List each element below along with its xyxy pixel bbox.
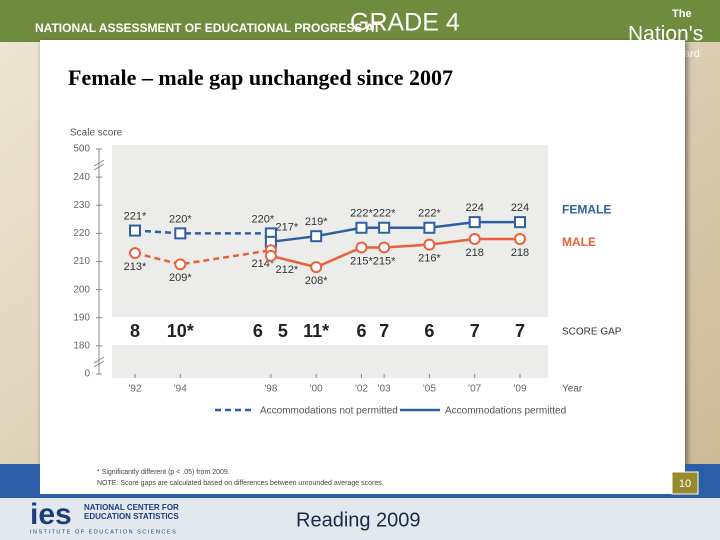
y-tick-label: 220: [73, 228, 90, 239]
gap-value: 11*: [303, 321, 329, 341]
value-label: 224: [511, 202, 529, 214]
value-label: 215*: [350, 255, 373, 267]
value-label: 208*: [305, 275, 328, 287]
y-axis-label: Scale score: [70, 128, 123, 139]
gap-strip: [112, 317, 548, 345]
value-label: 216*: [418, 253, 441, 265]
x-tick-label: '05: [423, 384, 436, 395]
notes-area: [40, 464, 685, 494]
gap-value: 7: [470, 321, 480, 341]
value-label: 218: [466, 247, 484, 259]
x-tick-label: '94: [174, 384, 187, 395]
series-label: MALE: [562, 235, 596, 249]
gap-value: 6: [424, 321, 434, 341]
page-number: 10: [679, 478, 691, 490]
marker: [310, 230, 323, 243]
header-text: NATIONAL ASSESSMENT OF EDUCATIONAL PROGR…: [35, 21, 381, 35]
gap-value: 7: [379, 321, 389, 341]
axis-break: [93, 356, 105, 368]
value-label: 224: [466, 202, 484, 214]
x-tick-label: '02: [355, 384, 368, 395]
note: NOTE: Score gaps are calculated based on…: [97, 480, 384, 487]
header-band: [0, 0, 720, 42]
legend-label: Accommodations permitted: [445, 406, 566, 417]
slide-title: Female – male gap unchanged since 2007: [68, 65, 453, 90]
gap-value: 7: [515, 321, 525, 341]
marker: [514, 233, 526, 245]
marker: [174, 258, 187, 271]
axis-break: [93, 159, 105, 171]
gap-value: 5: [278, 321, 288, 341]
x-tick-label: '07: [468, 384, 481, 395]
x-tick-label: '00: [310, 384, 323, 395]
gap-value: 10*: [167, 321, 194, 341]
footer-lower: [0, 498, 720, 540]
marker: [423, 221, 436, 234]
org-line: EDUCATION STATISTICS: [84, 512, 179, 521]
value-label: 209*: [169, 272, 192, 284]
value-label: 220*: [252, 213, 275, 225]
marker: [129, 224, 141, 237]
legend-label: Accommodations not permitted: [260, 406, 398, 417]
gap-value: 6: [356, 321, 366, 341]
gap-label: SCORE GAP: [562, 327, 622, 338]
marker: [514, 216, 526, 229]
y-tick-label: 240: [73, 172, 90, 183]
org-line: NATIONAL CENTER FOR: [84, 503, 179, 512]
y-tick-label: 210: [73, 256, 90, 267]
x-axis-label: Year: [562, 384, 583, 395]
marker: [264, 249, 277, 262]
y-tick-label: 500: [73, 144, 90, 155]
page-box: [671, 471, 699, 495]
marker: [355, 241, 368, 254]
y-tick-label: 200: [73, 284, 90, 295]
value-label: 218: [511, 247, 529, 259]
y-tick-label: 0: [84, 369, 90, 380]
marker: [468, 233, 481, 245]
value-label: 221*: [124, 210, 147, 222]
series-label: FEMALE: [562, 202, 611, 216]
logo-text: Nation's: [628, 23, 703, 46]
marker: [310, 261, 323, 274]
marker: [129, 247, 141, 260]
marker: [378, 221, 391, 234]
value-label: 215*: [373, 255, 396, 267]
y-tick-label: 180: [73, 341, 90, 352]
value-label: 222*: [418, 208, 441, 220]
value-label: 219*: [305, 216, 328, 228]
marker: [174, 227, 187, 240]
subject: Reading 2009: [296, 509, 421, 531]
value-label: 222*: [350, 208, 373, 220]
y-tick-label: 230: [73, 200, 90, 211]
series-line: [134, 249, 272, 266]
marker: [468, 216, 481, 229]
institute: INSTITUTE OF EDUCATION SCIENCES: [30, 529, 177, 535]
value-label: 220*: [169, 213, 192, 225]
x-tick-label: '92: [128, 384, 141, 395]
value-label: 212*: [276, 264, 299, 276]
logo-text: The: [672, 8, 692, 20]
value-label: 222*: [373, 208, 396, 220]
header-grade: GRADE 4: [350, 9, 460, 37]
x-tick-label: '98: [264, 384, 277, 395]
gap-value: 8: [130, 321, 140, 341]
x-tick-label: '09: [513, 384, 526, 395]
marker: [378, 241, 391, 254]
value-label: 217*: [276, 222, 299, 234]
note: * Significantly different (p < .05) from…: [97, 469, 230, 476]
y-tick-label: 190: [73, 312, 90, 323]
marker: [423, 238, 436, 251]
value-label: 213*: [124, 261, 147, 273]
org-logo: ies: [30, 498, 72, 531]
gap-value: 6: [253, 321, 263, 341]
marker: [355, 221, 368, 234]
x-tick-label: '03: [378, 384, 391, 395]
